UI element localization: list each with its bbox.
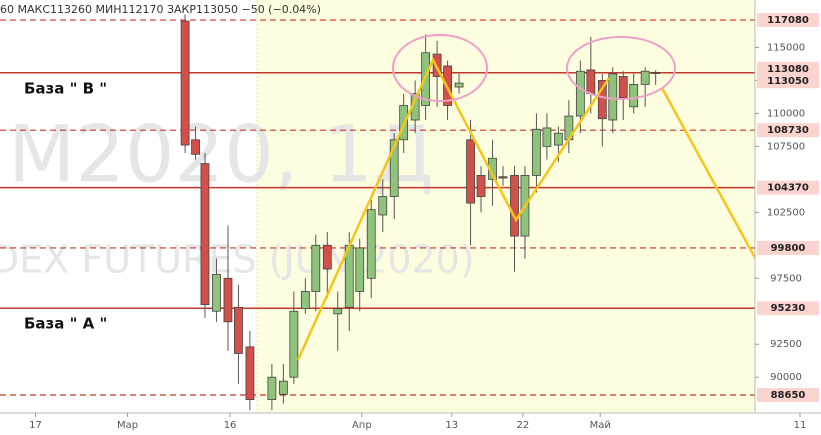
candle-body	[322, 244, 332, 270]
y-tick-label: 110000	[767, 108, 805, 119]
candle-body	[289, 310, 299, 378]
candle-body	[476, 175, 486, 197]
highlight-region	[257, 0, 755, 413]
y-tick-label: 97500	[770, 273, 802, 284]
time-axis	[0, 413, 821, 435]
level-label: 117080	[767, 15, 809, 26]
candle-body	[234, 306, 243, 354]
candle-body	[212, 273, 221, 312]
annotation: База " В "	[24, 79, 107, 97]
annotation: База " А "	[24, 315, 107, 333]
candle-body	[311, 244, 321, 292]
level-label: 113050	[767, 76, 809, 87]
level-label: 99800	[771, 243, 806, 254]
level-label-box	[757, 123, 819, 138]
candle-body	[640, 70, 650, 85]
x-tick-label: Апр	[352, 420, 372, 431]
candle-body	[355, 247, 365, 292]
trend-line	[296, 57, 611, 361]
watermark: M2020, 1Д	[8, 110, 434, 200]
candle-body	[597, 80, 607, 120]
level-label-box	[757, 240, 819, 255]
candle-body	[191, 139, 200, 155]
candle-body	[223, 277, 233, 323]
x-tick-label: 13	[445, 420, 458, 431]
level-label-box	[757, 74, 819, 89]
candle-body	[651, 72, 661, 74]
candle-body	[366, 209, 376, 279]
candle-body	[454, 82, 464, 88]
level-label: 104370	[767, 183, 809, 194]
level-label-box	[757, 387, 819, 402]
candle-body	[378, 196, 388, 216]
candle-body	[389, 139, 399, 197]
y-tick-label: 115000	[767, 42, 805, 53]
level-label: 88650	[771, 390, 806, 401]
candle-body	[618, 76, 628, 98]
candle-body	[180, 20, 190, 146]
candle-body	[300, 291, 310, 310]
level-label-box	[757, 301, 819, 316]
candle-body	[466, 139, 475, 204]
candle-body	[200, 163, 210, 306]
candle-body	[575, 70, 585, 117]
highlight-ellipse	[566, 36, 676, 100]
y-tick-label: 92500	[770, 339, 802, 350]
y-tick-label: 90000	[770, 372, 802, 383]
candle-body	[608, 73, 618, 121]
candle-body	[245, 346, 255, 401]
level-label: 95230	[771, 303, 806, 314]
x-tick-label: Май	[590, 420, 611, 431]
x-tick-label: 22	[516, 420, 529, 431]
candle-body	[629, 84, 639, 108]
level-label-box	[757, 180, 819, 195]
level-label-box	[757, 13, 819, 28]
candle-body	[510, 175, 519, 237]
candle-body	[554, 132, 563, 146]
candle-body	[586, 69, 596, 95]
trend-line	[660, 87, 773, 288]
level-label: 108730	[767, 125, 809, 136]
candle-body	[278, 380, 288, 395]
y-tick-label: 102500	[767, 207, 805, 218]
x-tick-label: Мар	[117, 420, 138, 431]
highlight-ellipse	[392, 34, 488, 102]
x-tick-label: 16	[224, 420, 237, 431]
candle-body	[542, 127, 552, 147]
candle-body	[498, 176, 508, 179]
candle-body	[267, 376, 277, 401]
watermark-sub: DEX FUTURES (JUN 2020)	[0, 238, 475, 282]
x-tick-label: 17	[29, 420, 42, 431]
y-tick-label: 107500	[767, 141, 805, 152]
header: 60 МАКС113260 МИН112170 ЗАКР113050 −50 (…	[0, 3, 321, 16]
candle-body	[532, 128, 541, 176]
level-label: 113080	[767, 64, 809, 75]
level-label-box	[757, 61, 819, 76]
x-tick-label: 11	[794, 420, 807, 431]
candle-body	[333, 308, 343, 315]
